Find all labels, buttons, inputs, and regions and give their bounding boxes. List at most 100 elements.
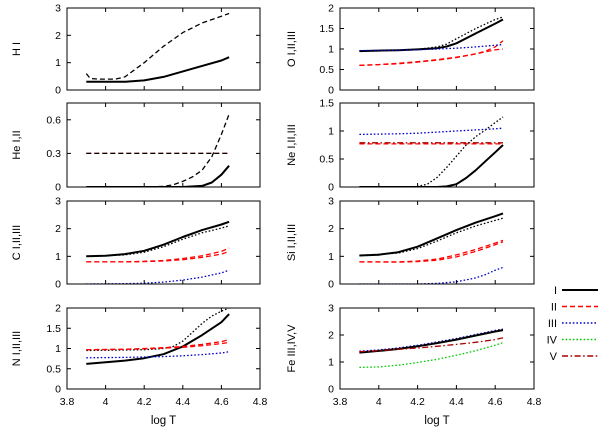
series-line-i-alt xyxy=(86,225,230,257)
y-tick-label: 0 xyxy=(55,182,61,194)
y-tick-label: 3 xyxy=(328,303,334,315)
series-line-iii xyxy=(359,328,504,352)
panel-c: 0 1 2 3 C I,II,III xyxy=(11,196,261,291)
x-tick-label: 3.8 xyxy=(333,396,348,408)
y-tick-label: 0 xyxy=(55,85,61,97)
legend-item-i: I xyxy=(554,285,598,297)
series-group xyxy=(359,328,504,369)
series-line-iv xyxy=(359,341,504,369)
legend-item-iv: IV xyxy=(547,335,598,347)
legend-label: IV xyxy=(547,335,558,347)
series-line-i xyxy=(86,220,230,258)
panel-frame xyxy=(66,200,261,285)
y-tick-label: 3 xyxy=(55,3,61,15)
series-group xyxy=(86,220,230,284)
series-line-ii-alt xyxy=(359,241,504,263)
x-tick-label: 4.6 xyxy=(488,396,503,408)
series-line-i-alt xyxy=(86,308,230,352)
y-axis-label: O I,II,III xyxy=(286,31,298,67)
y-tick-label: 1 xyxy=(55,251,61,263)
x-tick-label: 4.4 xyxy=(175,396,190,408)
x-tick-label: 4.2 xyxy=(410,396,425,408)
x-tick-label: 4.8 xyxy=(253,396,268,408)
y-tick-label: 0.6 xyxy=(46,114,61,126)
panel-o: 0 0.5 1 1.5 2 O I,II,III xyxy=(286,3,535,97)
x-tick-label: 4 xyxy=(103,396,109,408)
series-line-i xyxy=(86,165,230,187)
series-line-i-alt xyxy=(359,16,504,52)
series-line-i xyxy=(86,56,230,83)
x-tick-label: 4.2 xyxy=(137,396,152,408)
y-tick-label: 2 xyxy=(328,3,334,15)
panel-si: 0 1 2 3 Si I,II,III xyxy=(286,196,535,291)
series-line-i-alt xyxy=(85,12,230,80)
panel-n: 0 0.5 1 1.5 2 3.8 4 4.2 4.4 4.6 4.8 log T N I,II,III xyxy=(11,303,267,428)
legend-label: II xyxy=(551,302,557,314)
y-tick-label: 0 xyxy=(328,182,334,194)
series-line-iii xyxy=(359,127,504,136)
series-line-iii xyxy=(359,43,504,52)
y-tick-label: 0 xyxy=(328,85,334,97)
y-tick-label: 1 xyxy=(328,251,334,263)
y-tick-label: 1.5 xyxy=(46,323,61,335)
series-group xyxy=(85,12,230,83)
y-tick-label: 1 xyxy=(328,126,334,138)
y-tick-label: 0 xyxy=(328,279,334,291)
y-tick-label: 1 xyxy=(55,343,61,355)
y-tick-label: 2 xyxy=(55,223,61,235)
panel-frame xyxy=(339,102,535,188)
y-tick-label: 0 xyxy=(328,384,334,396)
y-tick-label: 0.3 xyxy=(46,148,61,160)
panel-fe: 0 1 2 3 3.8 4 4.2 4.4 4.6 4.8 log T Fe III,IV,V xyxy=(286,303,541,428)
legend-label: V xyxy=(550,351,558,363)
series-group xyxy=(86,308,230,365)
series-line-i xyxy=(359,18,504,53)
y-tick-label: 0 xyxy=(55,279,61,291)
series-line-i xyxy=(359,144,504,187)
y-tick-label: 2 xyxy=(55,303,61,315)
y-tick-label: 2 xyxy=(55,30,61,42)
series-line-iii xyxy=(86,269,230,284)
y-tick-label: 1.5 xyxy=(319,23,334,35)
y-tick-label: 1 xyxy=(328,44,334,56)
legend-item-iii: III xyxy=(548,318,598,330)
y-axis-label: N I,II,III xyxy=(11,331,23,366)
panel-frame xyxy=(66,7,261,91)
x-tick-label: 4.4 xyxy=(449,396,464,408)
y-axis-label: H I xyxy=(11,42,23,56)
y-tick-label: 3 xyxy=(55,196,61,208)
series-line-iii xyxy=(359,266,504,284)
y-tick-label: 1 xyxy=(328,357,334,369)
y-axis-label: Si I,II,III xyxy=(286,224,298,261)
series-line-iii xyxy=(86,351,230,359)
series-line-i xyxy=(86,313,230,365)
y-tick-label: 1.5 xyxy=(319,98,334,110)
panel-frame xyxy=(66,307,261,390)
series-line-i-alt xyxy=(359,217,504,257)
legend-label: I xyxy=(554,285,557,297)
y-tick-label: 2 xyxy=(328,223,334,235)
panel-frame xyxy=(339,307,535,390)
series-line-i-alt xyxy=(359,116,504,187)
legend-label: III xyxy=(548,318,557,330)
x-tick-label: 3.8 xyxy=(60,396,75,408)
y-tick-label: 0.5 xyxy=(46,363,61,375)
legend-item-v: V xyxy=(550,351,598,363)
series-group xyxy=(359,116,504,187)
y-axis-label: C I,II,III xyxy=(11,225,23,260)
y-tick-label: 0.5 xyxy=(319,154,334,166)
legend-item-ii: II xyxy=(551,302,598,314)
x-tick-label: 4 xyxy=(376,396,382,408)
y-tick-label: 0 xyxy=(55,384,61,396)
y-axis-label: He I,II xyxy=(11,130,23,159)
series-line-v xyxy=(359,337,504,353)
panel-frame xyxy=(339,200,535,285)
series-line-ii-alt xyxy=(359,40,504,67)
x-tick-label: 4.6 xyxy=(214,396,229,408)
series-line-ii-alt xyxy=(86,250,230,263)
x-axis-label: log T xyxy=(424,415,449,427)
panel-h: 0 1 2 3 H I xyxy=(11,3,261,97)
x-tick-label: 4.8 xyxy=(527,396,542,408)
y-tick-label: 2 xyxy=(328,330,334,342)
